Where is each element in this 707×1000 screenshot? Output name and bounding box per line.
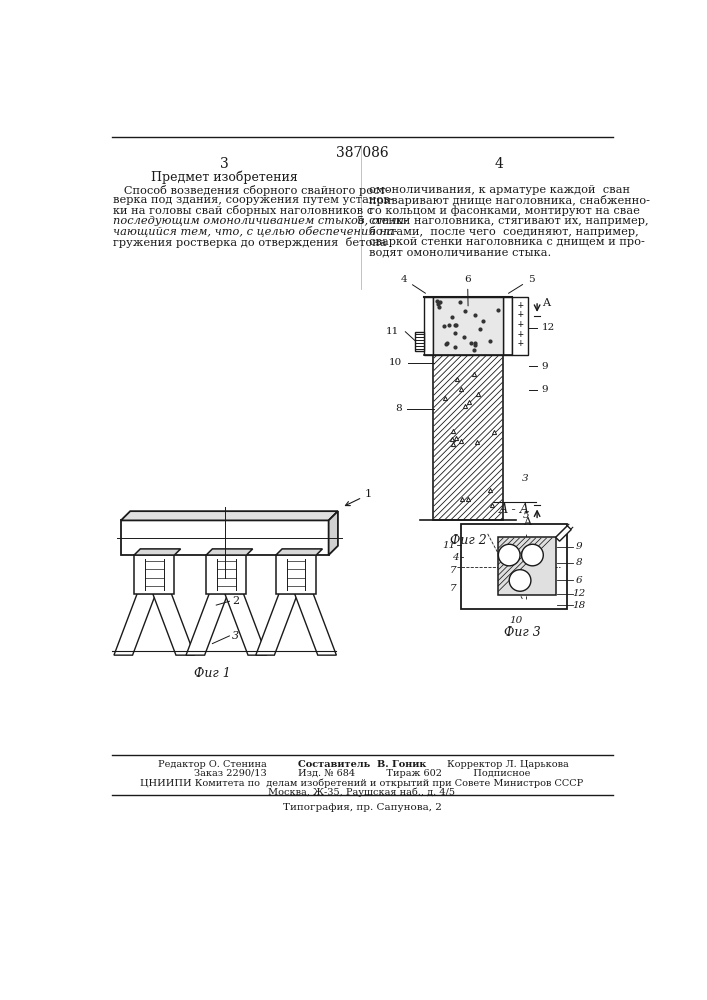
Text: 9: 9 [542,362,549,371]
Circle shape [498,544,520,566]
Text: ки на головы свай сборных наголовников с: ки на головы свай сборных наголовников с [113,205,373,216]
Text: верка под здания, сооружения путем установ-: верка под здания, сооружения путем устан… [113,195,394,205]
Polygon shape [329,511,338,555]
Text: 18: 18 [573,601,585,610]
Text: Заказ 2290/13          Изд. № 684          Тираж 602          Подписное: Заказ 2290/13 Изд. № 684 Тираж 602 Подпи… [194,769,530,778]
Polygon shape [498,537,556,595]
Text: +: + [517,329,523,339]
Text: 6: 6 [575,576,583,585]
Polygon shape [206,549,252,555]
Text: Фиг 1: Фиг 1 [194,667,230,680]
Text: Составитель  В. Гоник: Составитель В. Гоник [298,760,426,769]
Text: 3: 3 [221,157,229,171]
Polygon shape [461,524,566,609]
Polygon shape [513,297,528,355]
Text: приваривают днище наголовника, снабженно-: приваривают днище наголовника, снабженно… [369,195,650,206]
Polygon shape [433,355,503,520]
Polygon shape [276,555,316,594]
Text: 1: 1 [346,489,372,506]
Text: Типография, пр. Сапунова, 2: Типография, пр. Сапунова, 2 [283,803,441,812]
Polygon shape [121,511,338,520]
Text: сваркой стенки наголовника с днищем и про-: сваркой стенки наголовника с днищем и пр… [369,237,645,247]
Polygon shape [295,594,337,655]
Text: 4: 4 [401,275,426,293]
Text: 5: 5 [508,275,534,293]
Text: последующим омоноличиванием стыков, отли-: последующим омоноличиванием стыков, отли… [113,216,408,226]
Polygon shape [121,520,329,555]
Text: А - А: А - А [499,503,530,516]
Polygon shape [206,555,247,594]
Polygon shape [256,594,298,655]
Polygon shape [114,594,156,655]
Polygon shape [503,297,513,355]
Polygon shape [225,594,267,655]
Polygon shape [153,594,194,655]
Text: +: + [517,338,523,348]
Text: Способ возведения сборного свайного рост-: Способ возведения сборного свайного рост… [113,185,390,196]
Text: 3: 3 [232,631,239,641]
Text: 3: 3 [522,474,529,483]
Text: омоноличивания, к арматуре каждой  сван: омоноличивания, к арматуре каждой сван [369,185,630,195]
Circle shape [522,544,543,566]
Text: 7: 7 [450,584,457,593]
Text: 9: 9 [542,385,549,394]
Polygon shape [186,594,228,655]
Text: 9: 9 [575,542,583,551]
Text: Корректор Л. Царькова: Корректор Л. Царькова [447,760,569,769]
Text: 8: 8 [396,404,402,413]
Text: 2: 2 [232,596,239,606]
Text: A: A [523,517,531,527]
Polygon shape [424,297,433,355]
Text: 5: 5 [357,216,364,226]
Text: Фиг 2: Фиг 2 [450,534,486,547]
Text: +: + [517,300,523,310]
Polygon shape [134,555,175,594]
Text: 387086: 387086 [336,146,388,160]
Text: 10: 10 [510,616,522,625]
Text: 4: 4 [452,553,458,562]
Text: A: A [542,298,550,308]
Text: 4: 4 [495,157,503,171]
Text: 5: 5 [523,511,530,520]
Text: чающийся тем, что, с целью обеспечения на-: чающийся тем, что, с целью обеспечения н… [113,226,398,237]
Text: стенки наголовника, стягивают их, например,: стенки наголовника, стягивают их, наприм… [369,216,648,226]
Text: 11: 11 [386,327,399,336]
Text: 8: 8 [575,558,583,567]
Text: Москва, Ж-35, Раушская наб., д. 4/5: Москва, Ж-35, Раушская наб., д. 4/5 [269,788,455,797]
Polygon shape [433,297,503,355]
Text: Фиг 3: Фиг 3 [504,626,541,639]
Circle shape [509,570,531,591]
Polygon shape [134,549,180,555]
Text: +: + [517,319,523,329]
Text: ЦНИИПИ Комитета по  делам изобретений и открытий при Совете Министров СССР: ЦНИИПИ Комитета по делам изобретений и о… [140,778,583,788]
Text: водят омоноличивание стыка.: водят омоноличивание стыка. [369,247,551,257]
Polygon shape [556,526,571,541]
Text: 11: 11 [442,541,455,550]
Text: 6: 6 [464,275,471,306]
Text: Редактор О. Стенина: Редактор О. Стенина [158,760,267,769]
Text: гружения ростверка до отверждения  бетона: гружения ростверка до отверждения бетона [113,237,387,248]
Text: 12: 12 [573,589,585,598]
Text: 12: 12 [542,323,555,332]
Text: 7: 7 [450,566,457,575]
Polygon shape [276,549,322,555]
Text: Предмет изобретения: Предмет изобретения [151,170,298,184]
Text: 10: 10 [389,358,402,367]
Text: +: + [517,309,523,319]
Polygon shape [414,332,424,351]
Text: болтами,  после чего  соединяют, например,: болтами, после чего соединяют, например, [369,226,638,237]
Text: го кольцом и фасонками, монтируют на свае: го кольцом и фасонками, монтируют на сва… [369,205,640,216]
